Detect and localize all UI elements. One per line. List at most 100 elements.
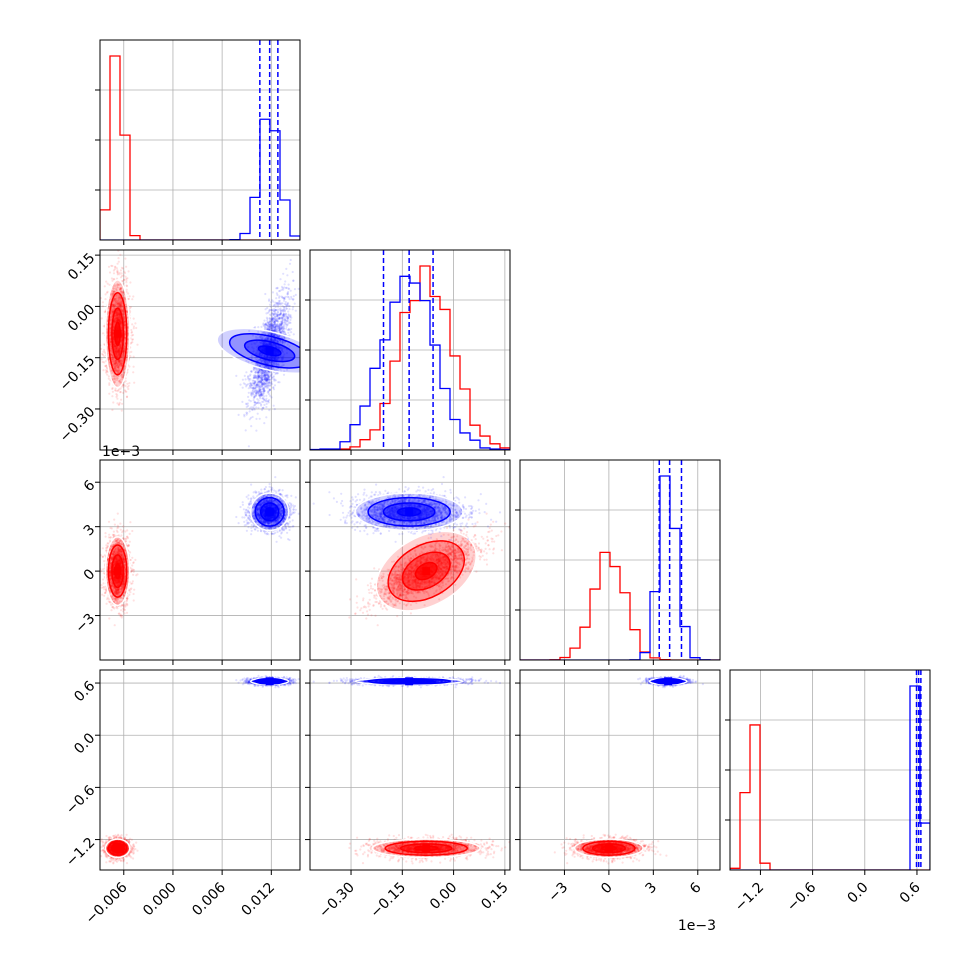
sample-point	[122, 349, 125, 352]
sample-point	[277, 310, 280, 313]
sample-point	[111, 386, 114, 390]
sample-point	[120, 398, 123, 401]
sample-point	[115, 354, 119, 357]
sample-point	[123, 371, 126, 374]
sample-point	[117, 350, 120, 353]
sample-point	[117, 403, 120, 406]
sample-point	[121, 362, 124, 365]
sample-point	[292, 306, 295, 309]
sample-point	[248, 410, 251, 413]
sample-point	[119, 296, 122, 299]
sample-point	[118, 353, 121, 356]
sample-point	[123, 344, 126, 348]
sample-point	[118, 305, 121, 308]
sample-point	[269, 320, 272, 323]
sample-point	[119, 363, 122, 366]
sample-point	[116, 394, 119, 397]
sample-point	[119, 322, 122, 325]
sample-point	[114, 300, 117, 304]
sample-point	[127, 297, 130, 300]
sample-point	[289, 318, 292, 321]
sample-point	[250, 394, 253, 397]
sample-point	[258, 417, 261, 420]
sample-point	[116, 302, 120, 305]
sample-point	[253, 381, 256, 384]
sample-point	[257, 406, 260, 409]
sample-point	[112, 356, 115, 359]
sample-point	[111, 370, 114, 373]
sample-point	[116, 313, 119, 317]
sample-point	[111, 264, 114, 268]
sample-point	[124, 332, 127, 335]
sample-point	[112, 290, 115, 293]
sample-point	[288, 262, 292, 265]
sample-point	[244, 429, 247, 432]
sample-point	[121, 359, 124, 362]
sample-point	[255, 406, 258, 409]
sample-point	[109, 326, 112, 329]
sample-point	[123, 367, 126, 370]
sample-point	[120, 362, 123, 365]
sample-point	[115, 289, 118, 292]
sample-point	[124, 275, 127, 278]
sample-point	[115, 366, 118, 369]
sample-point	[113, 304, 116, 307]
sample-point	[260, 374, 263, 377]
sample-point	[239, 383, 242, 386]
sample-point	[258, 370, 261, 373]
sample-point	[123, 341, 127, 344]
sample-point	[252, 375, 256, 379]
sample-point	[272, 404, 275, 407]
sample-point	[123, 338, 126, 341]
sample-point	[116, 359, 119, 362]
sample-point	[119, 276, 123, 279]
sample-point	[265, 324, 268, 327]
sample-point	[286, 295, 289, 298]
sample-point	[247, 404, 250, 407]
sample-point	[261, 408, 264, 412]
sample-point	[123, 278, 126, 281]
sample-point	[103, 285, 106, 288]
sample-point	[122, 350, 125, 353]
sample-point	[115, 312, 118, 315]
sample-point	[112, 337, 115, 340]
sample-point	[115, 354, 118, 357]
sample-point	[116, 315, 119, 318]
sample-point	[252, 379, 255, 382]
sample-point	[122, 274, 125, 277]
sample-point	[116, 313, 119, 316]
sample-point	[123, 349, 126, 352]
sample-point	[110, 312, 113, 315]
sample-point	[250, 370, 253, 373]
sample-point	[106, 370, 109, 373]
sample-point	[124, 257, 127, 260]
sample-point	[247, 391, 250, 394]
sample-point	[251, 408, 254, 412]
sample-point	[118, 346, 121, 349]
sample-point	[121, 354, 124, 357]
sample-point	[269, 305, 272, 308]
sample-point	[111, 310, 114, 313]
sample-point	[114, 389, 118, 392]
sample-point	[116, 319, 119, 322]
sample-point	[116, 319, 119, 322]
sample-point	[266, 317, 269, 320]
sample-point	[275, 297, 278, 300]
sample-point	[108, 324, 112, 327]
sample-point	[116, 362, 120, 365]
sample-point	[118, 320, 122, 323]
sample-point	[278, 290, 281, 293]
sample-point	[282, 272, 285, 275]
sample-point	[117, 317, 120, 320]
sample-point	[111, 408, 114, 412]
sample-point	[294, 293, 297, 296]
sample-point	[116, 318, 119, 321]
sample-point	[120, 339, 123, 342]
sample-point	[115, 354, 118, 357]
sample-point	[113, 320, 116, 323]
sample-point	[122, 311, 125, 314]
sample-point	[112, 361, 116, 365]
sample-point	[106, 282, 109, 285]
sample-point	[262, 390, 266, 393]
sample-point	[109, 337, 112, 340]
